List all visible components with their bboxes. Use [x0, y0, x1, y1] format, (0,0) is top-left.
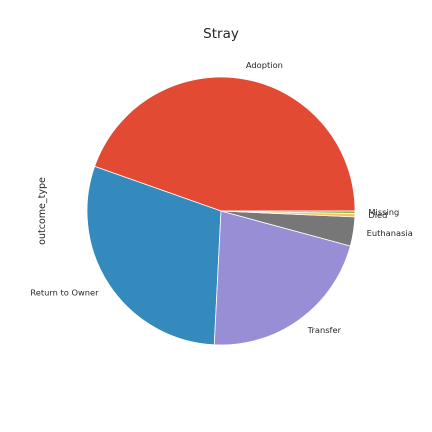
pie-label-missing: Missing	[368, 207, 399, 217]
pie-label-adoption: Adoption	[246, 60, 283, 70]
pie-slice-adoption	[94, 76, 356, 212]
y-axis-label: outcome_type	[37, 177, 48, 245]
pie-slice-missing	[220, 210, 356, 214]
pie-labels: Adoption Return to Owner Transfer Euthanasi…	[30, 60, 412, 335]
pie-label-euthanasia: Euthanasia	[367, 228, 413, 238]
pie-label-transfer: Transfer	[307, 325, 342, 335]
pie-label-return-to-owner: Return to Owner	[30, 288, 99, 298]
pie-slice-return-to-owner	[86, 165, 222, 346]
chart-title: Stray	[203, 26, 239, 42]
pie-slices	[86, 76, 356, 346]
pie-slice-transfer	[213, 210, 351, 346]
pie-label-died: Died	[368, 210, 387, 220]
